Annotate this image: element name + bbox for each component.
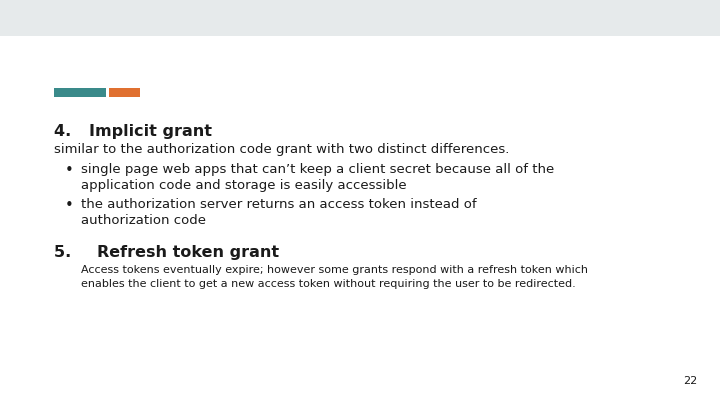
- Text: the authorization server returns an access token instead of: the authorization server returns an acce…: [81, 198, 476, 211]
- Text: 4.: 4.: [54, 124, 83, 139]
- FancyBboxPatch shape: [0, 0, 720, 36]
- Text: •: •: [65, 198, 73, 213]
- Text: Refresh token grant: Refresh token grant: [97, 245, 279, 260]
- Text: application code and storage is easily accessible: application code and storage is easily a…: [81, 179, 406, 192]
- Text: 22: 22: [683, 375, 697, 386]
- Text: enables the client to get a new access token without requiring the user to be re: enables the client to get a new access t…: [81, 279, 575, 289]
- Text: similar to the authorization code grant with two distinct differences.: similar to the authorization code grant …: [54, 143, 509, 156]
- Text: single page web apps that can’t keep a client secret because all of the: single page web apps that can’t keep a c…: [81, 163, 554, 176]
- Text: Implicit grant: Implicit grant: [89, 124, 212, 139]
- FancyBboxPatch shape: [54, 88, 106, 97]
- FancyBboxPatch shape: [109, 88, 140, 97]
- Text: authorization code: authorization code: [81, 214, 206, 227]
- Text: •: •: [65, 163, 73, 178]
- Text: Access tokens eventually expire; however some grants respond with a refresh toke: Access tokens eventually expire; however…: [81, 265, 588, 275]
- Text: 5.: 5.: [54, 245, 88, 260]
